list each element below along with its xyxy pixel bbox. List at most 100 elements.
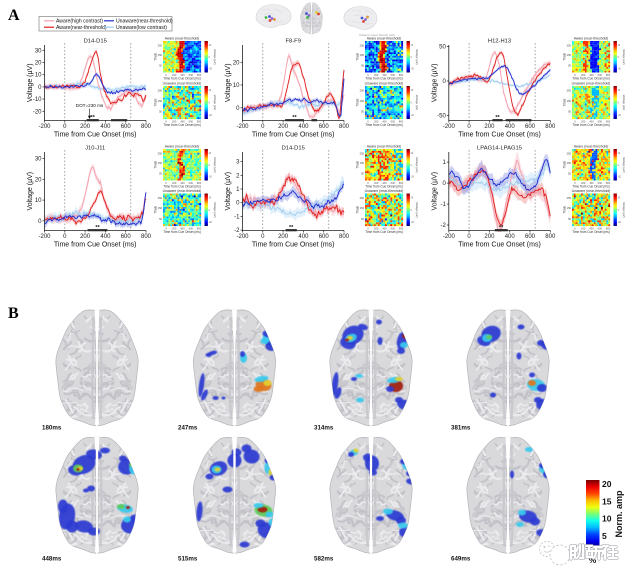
svg-text:150: 150 [567, 99, 572, 103]
svg-text:Trials: Trials [154, 206, 158, 214]
svg-text:10: 10 [35, 198, 42, 204]
svg-text:515ms: 515ms [178, 556, 198, 563]
svg-text:50: 50 [568, 172, 571, 176]
svg-text:20: 20 [209, 197, 212, 199]
svg-text:0: 0 [165, 226, 167, 230]
svg-text:0: 0 [209, 103, 211, 105]
svg-text:-2: -2 [234, 228, 240, 234]
svg-text:0: 0 [411, 210, 413, 212]
svg-text:0: 0 [63, 124, 67, 130]
svg-text:Voltage (µV): Voltage (µV) [27, 172, 34, 211]
svg-text:Time from Cue Onset (ms): Time from Cue Onset (ms) [163, 185, 201, 189]
svg-text:200: 200 [484, 234, 495, 240]
svg-text:400: 400 [100, 124, 111, 130]
svg-text:-20: -20 [411, 69, 415, 71]
svg-text:20: 20 [618, 153, 621, 155]
svg-text:400: 400 [505, 124, 516, 130]
svg-text:Trials: Trials [563, 161, 567, 169]
svg-text:150: 150 [158, 53, 163, 57]
svg-text:0: 0 [165, 181, 167, 185]
svg-text:20: 20 [618, 45, 621, 47]
svg-text:-20: -20 [411, 222, 415, 224]
svg-text:0: 0 [367, 226, 369, 230]
svg-text:Voltage (µV): Voltage (µV) [415, 202, 419, 218]
svg-text:Unaware (near-threshold): Unaware (near-threshold) [365, 189, 404, 193]
svg-text:200: 200 [278, 234, 289, 240]
svg-text:250: 250 [567, 43, 572, 47]
svg-text:200: 200 [581, 226, 586, 230]
svg-text:50: 50 [361, 172, 364, 176]
svg-text:**: ** [499, 225, 504, 231]
svg-text:30: 30 [35, 157, 42, 163]
svg-text:0: 0 [574, 226, 576, 230]
svg-text:800: 800 [606, 119, 611, 123]
svg-text:-20: -20 [209, 177, 213, 179]
svg-text:150: 150 [567, 53, 572, 57]
svg-text:600: 600 [319, 124, 330, 130]
svg-text:150: 150 [360, 53, 365, 57]
svg-text:-200: -200 [443, 234, 456, 240]
svg-text:600: 600 [319, 234, 330, 240]
svg-text:800: 800 [545, 234, 556, 240]
svg-text:Time from Cue Onset (ms): Time from Cue Onset (ms) [365, 230, 403, 234]
svg-text:0: 0 [38, 219, 42, 225]
svg-text:Voltage (µV): Voltage (µV) [27, 63, 34, 102]
svg-text:Voltage (µV): Voltage (µV) [213, 95, 217, 111]
svg-text:Aware (near-threshold): Aware (near-threshold) [574, 145, 609, 149]
svg-text:800: 800 [545, 124, 556, 130]
svg-text:A: A [8, 7, 20, 24]
svg-text:Time from Cue Onset (ms): Time from Cue Onset (ms) [54, 242, 137, 249]
svg-text:-20: -20 [618, 177, 622, 179]
svg-text:-10: -10 [33, 97, 42, 103]
svg-text:800: 800 [399, 73, 404, 77]
svg-text:-20: -20 [411, 115, 415, 117]
svg-text:Voltage (µV): Voltage (µV) [622, 157, 626, 173]
svg-text:400: 400 [589, 181, 594, 185]
svg-text:Time from Cue Onset (ms): Time from Cue Onset (ms) [252, 132, 335, 139]
svg-text:-200: -200 [38, 234, 51, 240]
svg-text:0: 0 [574, 73, 576, 77]
svg-text:0: 0 [411, 57, 413, 59]
svg-text:600: 600 [525, 234, 536, 240]
svg-text:-20: -20 [209, 69, 213, 71]
svg-text:Time from Cue Onset (ms): Time from Cue Onset (ms) [458, 242, 541, 249]
svg-text:1: 1 [236, 187, 240, 193]
svg-text:20: 20 [209, 45, 212, 47]
svg-text:-20: -20 [618, 115, 622, 117]
svg-text:0: 0 [618, 210, 620, 212]
svg-text:200: 200 [581, 181, 586, 185]
svg-text:381ms: 381ms [451, 425, 471, 432]
svg-text:15: 15 [602, 496, 612, 506]
svg-text:0: 0 [236, 201, 240, 207]
svg-text:-50: -50 [437, 113, 446, 119]
svg-text:0: 0 [618, 165, 620, 167]
svg-text:-2: -2 [440, 223, 446, 229]
svg-text:Time from Cue Onset (ms): Time from Cue Onset (ms) [572, 123, 610, 127]
svg-text:800: 800 [339, 124, 350, 130]
svg-text:800: 800 [339, 234, 350, 240]
svg-text:Trials: Trials [356, 206, 360, 214]
svg-text:-200: -200 [236, 124, 249, 130]
svg-text:30: 30 [35, 48, 42, 54]
svg-text:50: 50 [568, 110, 571, 114]
svg-text:200: 200 [172, 181, 177, 185]
svg-text:600: 600 [598, 226, 603, 230]
svg-text:250: 250 [158, 196, 163, 200]
svg-text:600: 600 [189, 181, 194, 185]
svg-text:0: 0 [165, 119, 167, 123]
svg-text:150: 150 [360, 99, 365, 103]
svg-text:200: 200 [172, 119, 177, 123]
svg-text:400: 400 [180, 73, 185, 77]
svg-text:-20: -20 [618, 69, 622, 71]
svg-text:20: 20 [411, 90, 414, 92]
svg-text:150: 150 [567, 206, 572, 210]
svg-text:Voltage (µV): Voltage (µV) [213, 157, 217, 173]
svg-text:J10-J11: J10-J11 [85, 146, 105, 152]
svg-text:400: 400 [382, 73, 387, 77]
svg-text:Time from Cue Onset (ms): Time from Cue Onset (ms) [365, 77, 403, 81]
svg-text:Trials: Trials [154, 98, 158, 106]
svg-text:Voltage (µV): Voltage (µV) [622, 49, 626, 65]
svg-text:Aware(near-threshold): Aware(near-threshold) [56, 25, 107, 31]
svg-text:200: 200 [581, 119, 586, 123]
svg-text:200: 200 [172, 73, 177, 77]
